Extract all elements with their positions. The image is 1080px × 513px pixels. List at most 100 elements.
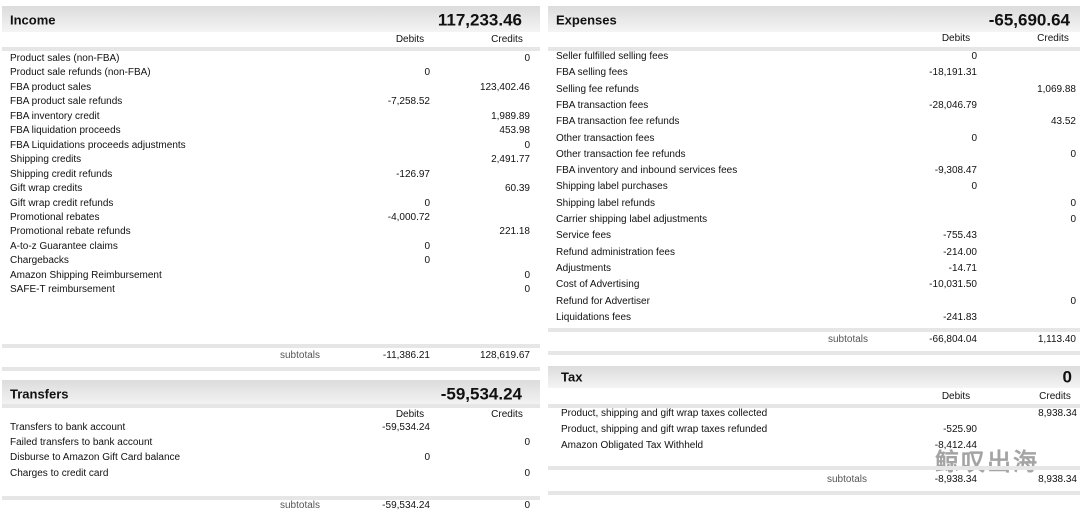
section-title: Expenses: [556, 12, 617, 28]
row-label: FBA product sales: [10, 81, 92, 93]
row-label: Service fees: [556, 230, 612, 242]
debit-value: -126.97: [396, 168, 430, 180]
credit-value: 0: [524, 139, 530, 151]
row-label: Shipping credits: [10, 154, 82, 166]
divider: [548, 47, 1080, 51]
credit-value: 60.39: [504, 183, 530, 195]
credit-value: 8,938.34: [1038, 408, 1077, 419]
debit-value: 0: [971, 51, 977, 62]
debit-value: 0: [971, 132, 977, 144]
credit-value: 0: [1070, 197, 1076, 209]
subtotal-debit: -66,804.04: [929, 334, 977, 345]
row-label: Product sale refunds (non-FBA): [10, 67, 151, 79]
subtotals-label: subtotals: [827, 334, 869, 345]
section-total: -59,534.24: [440, 384, 522, 404]
column-header: Credits: [491, 409, 523, 420]
credit-value: 2,491.77: [491, 154, 530, 166]
column-header: Credits: [1039, 391, 1071, 402]
row-label: Product, shipping and gift wrap taxes co…: [561, 408, 768, 419]
divider: [548, 328, 1080, 332]
section-total: 117,233.46: [437, 10, 522, 30]
divider: [2, 496, 540, 500]
column-header: Debits: [395, 409, 425, 420]
row-label: Shipping label purchases: [556, 181, 668, 193]
credit-value: 123,402.46: [479, 81, 530, 93]
debit-value: -18,191.31: [929, 67, 977, 79]
subtotal-credit: 128,619.67: [479, 350, 530, 361]
column-header: Debits: [395, 34, 425, 45]
credit-value: 0: [524, 269, 530, 281]
row-label: Gift wrap credits: [10, 183, 83, 195]
credit-value: 1,069.88: [1037, 83, 1076, 95]
row-label: Chargebacks: [10, 255, 69, 267]
debit-value: -8,412.44: [934, 439, 977, 451]
credit-value: 43.52: [1050, 116, 1076, 128]
subtotal-credit: 0: [524, 500, 530, 511]
debit-value: -241.83: [943, 311, 977, 323]
row-label: Product, shipping and gift wrap taxes re…: [561, 423, 768, 435]
credit-value: 0: [1070, 295, 1076, 307]
section-total: -65,690.64: [988, 10, 1070, 30]
row-label: FBA inventory credit: [10, 110, 100, 122]
debit-value: -9,308.47: [934, 165, 977, 177]
subtotal-credit: 8,938.34: [1038, 474, 1077, 485]
subtotal-debit: -59,534.24: [382, 500, 430, 511]
subtotals-label: subtotals: [279, 500, 321, 511]
row-label: SAFE-T reimbursement: [10, 284, 115, 296]
row-label: FBA inventory and inbound services fees: [556, 165, 738, 177]
divider: [2, 367, 540, 371]
column-header: Credits: [491, 34, 523, 45]
row-label: FBA transaction fee refunds: [556, 116, 680, 128]
divider: [2, 47, 540, 51]
section-title: Income: [10, 12, 56, 28]
row-label: Shipping label refunds: [556, 197, 655, 209]
credit-value: 0: [524, 53, 530, 64]
credit-value: 221.18: [499, 226, 530, 238]
subtotals-label: subtotals: [826, 474, 868, 485]
divider: [548, 466, 1080, 470]
row-label: Adjustments: [556, 262, 612, 274]
divider: [2, 344, 540, 348]
credit-value: 453.98: [499, 125, 530, 137]
subtotals-label: subtotals: [279, 350, 321, 361]
section-header: [548, 6, 1080, 32]
row-label: A-to-z Guarantee claims: [10, 240, 118, 252]
credit-value: 0: [524, 284, 530, 296]
column-header: Debits: [941, 391, 971, 402]
subtotal-debit: -11,386.21: [382, 350, 430, 361]
row-label: Cost of Advertising: [556, 279, 640, 291]
credit-value: 0: [1070, 214, 1076, 225]
row-label: Failed transfers to bank account: [10, 437, 153, 449]
debit-value: -59,534.24: [382, 422, 430, 433]
row-label: FBA transaction fees: [556, 99, 649, 111]
debit-value: -10,031.50: [929, 279, 977, 291]
section-header: [548, 366, 1080, 388]
row-label: Other transaction fee refunds: [556, 148, 686, 160]
debit-value: -7,258.52: [387, 96, 430, 108]
debit-value: 0: [971, 181, 977, 193]
divider: [2, 404, 540, 408]
row-label: Promotional rebates: [10, 211, 100, 223]
row-label: Selling fee refunds: [556, 83, 639, 95]
debit-value: -214.00: [943, 246, 977, 258]
row-label: Carrier shipping label adjustments: [556, 214, 708, 225]
subtotal-credit: 1,113.40: [1037, 334, 1076, 345]
column-header: Credits: [1037, 33, 1069, 44]
section-total: 0: [1062, 367, 1072, 387]
credit-value: 0: [524, 467, 530, 479]
debit-value: 0: [424, 240, 430, 252]
credit-value: 0: [524, 437, 530, 449]
row-label: Refund for Advertiser: [556, 295, 650, 307]
debit-value: 0: [424, 67, 430, 79]
debit-value: 0: [424, 452, 430, 464]
divider: [548, 351, 1080, 355]
row-label: Charges to credit card: [10, 467, 109, 479]
row-label: FBA Liquidations proceeds adjustments: [10, 139, 186, 151]
row-label: Seller fulfilled selling fees: [556, 51, 669, 62]
debit-value: -14.71: [948, 262, 977, 274]
debit-value: -28,046.79: [929, 99, 977, 111]
watermark: 鲸叹出海: [935, 449, 1039, 476]
row-label: Liquidations fees: [556, 311, 632, 323]
debit-value: 0: [424, 197, 430, 209]
